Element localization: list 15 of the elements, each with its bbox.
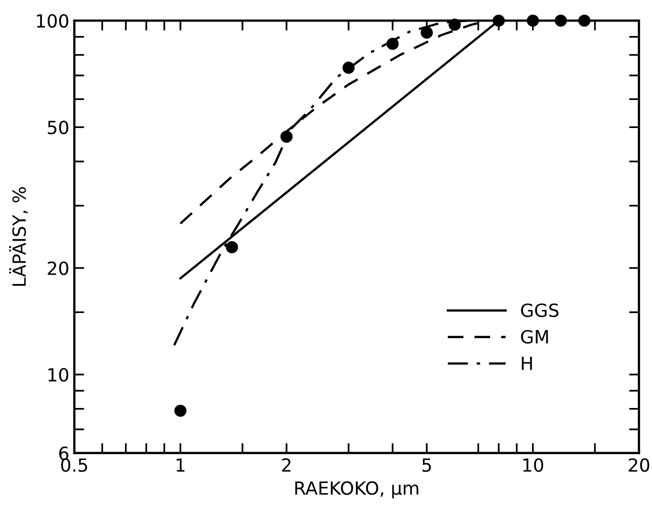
x-tick-label: 5	[422, 458, 431, 472]
x-tick-label: 20	[628, 458, 650, 472]
y-tick-label: 50	[48, 120, 68, 134]
x-tick-label: 0.5	[61, 458, 88, 472]
x-axis-title: RAEKOKO, µm	[295, 481, 418, 498]
x-tick-label: 10	[523, 458, 544, 472]
y-tick-label: 100	[36, 14, 68, 28]
legend-label: GGS	[521, 303, 559, 318]
x-tick-label: 2	[282, 458, 290, 472]
y-tick-label: 20	[48, 261, 68, 276]
legend-label: GM	[521, 330, 548, 344]
y-tick-label: 10	[48, 368, 68, 382]
x-tick-label: 1	[176, 458, 184, 472]
y-axis-title: LÄPÄISY, %	[9, 187, 28, 286]
legend-label: H	[522, 356, 532, 370]
